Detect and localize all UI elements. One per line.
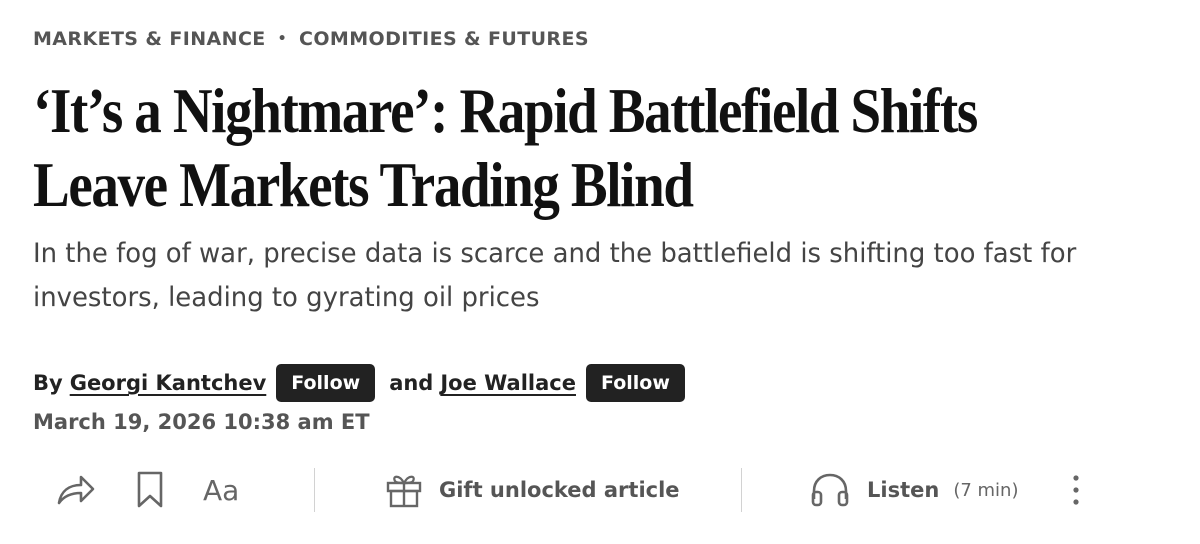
headline: ‘It’s a Nightmare’: Rapid Battlefield Sh… bbox=[33, 75, 978, 220]
listen-label: Listen bbox=[867, 478, 940, 502]
text-size-label: Aa bbox=[203, 473, 240, 507]
article-dek: In the fog of war, precise data is scarc… bbox=[33, 238, 1077, 313]
more-vertical-icon bbox=[1067, 473, 1085, 507]
headphones-icon bbox=[809, 471, 851, 509]
gift-article-label: Gift unlocked article bbox=[439, 478, 680, 502]
publish-date: March 19, 2026 10:38 am ET bbox=[33, 410, 370, 434]
listen-duration: (7 min) bbox=[953, 479, 1019, 501]
byline-conjunction: and bbox=[389, 371, 434, 395]
byline-prefix: By bbox=[33, 371, 63, 395]
gift-article-button[interactable]: Gift unlocked article bbox=[385, 462, 680, 518]
toolbar-divider bbox=[741, 468, 742, 512]
share-button[interactable] bbox=[55, 462, 97, 518]
author-link-joe-wallace[interactable]: Joe Wallace bbox=[440, 371, 576, 395]
follow-author2-button[interactable]: Follow bbox=[585, 364, 685, 402]
toolbar-divider bbox=[314, 468, 315, 512]
bookmark-button[interactable] bbox=[135, 462, 165, 518]
listen-button[interactable]: Listen (7 min) bbox=[809, 462, 1018, 518]
gift-icon bbox=[385, 471, 423, 509]
breadcrumb-section-link[interactable]: MARKETS & FINANCE bbox=[33, 28, 266, 50]
article-toolbar: Aa Gift unlocked article bbox=[33, 462, 1160, 518]
follow-author1-button[interactable]: Follow bbox=[276, 364, 376, 402]
breadcrumb: MARKETS & FINANCE • COMMODITIES & FUTURE… bbox=[33, 28, 589, 50]
more-options-button[interactable] bbox=[1067, 462, 1085, 518]
bookmark-icon bbox=[135, 470, 165, 510]
byline: By Georgi Kantchev Follow and Joe Wallac… bbox=[33, 364, 699, 402]
share-arrow-icon bbox=[55, 473, 97, 507]
text-size-button[interactable]: Aa bbox=[203, 462, 239, 518]
breadcrumb-separator: • bbox=[277, 31, 288, 47]
breadcrumb-subsection-link[interactable]: COMMODITIES & FUTURES bbox=[299, 28, 589, 50]
author-link-georgi-kantchev[interactable]: Georgi Kantchev bbox=[69, 371, 267, 395]
